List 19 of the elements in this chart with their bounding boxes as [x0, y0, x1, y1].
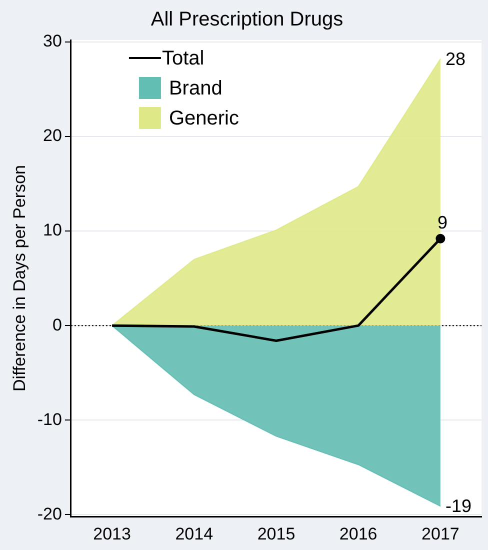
legend-label: Total: [162, 48, 204, 70]
chart-title: All Prescription Drugs: [150, 8, 344, 31]
x-tick-label: 2014: [175, 524, 214, 544]
x-tick-label: 2013: [93, 524, 131, 544]
data-label: 9: [437, 212, 448, 233]
y-tick-label: -10: [37, 410, 62, 429]
data-label: 28: [445, 48, 466, 69]
legend-label: Generic: [168, 108, 239, 130]
legend-label: Brand: [168, 78, 222, 100]
y-tick-label: -20: [37, 504, 62, 524]
y-tick-label: 10: [43, 220, 62, 240]
x-tick-label: 2017: [422, 524, 460, 544]
x-tick-label: 2016: [339, 524, 378, 544]
y-tick-label: 30: [43, 32, 62, 51]
y-tick-label: 0: [52, 315, 62, 334]
y-axis-title: Difference in Days per Person: [10, 165, 29, 392]
y-tick-label: 20: [43, 126, 62, 146]
data-label: -19: [445, 496, 472, 516]
x-tick-label: 2015: [257, 524, 296, 544]
